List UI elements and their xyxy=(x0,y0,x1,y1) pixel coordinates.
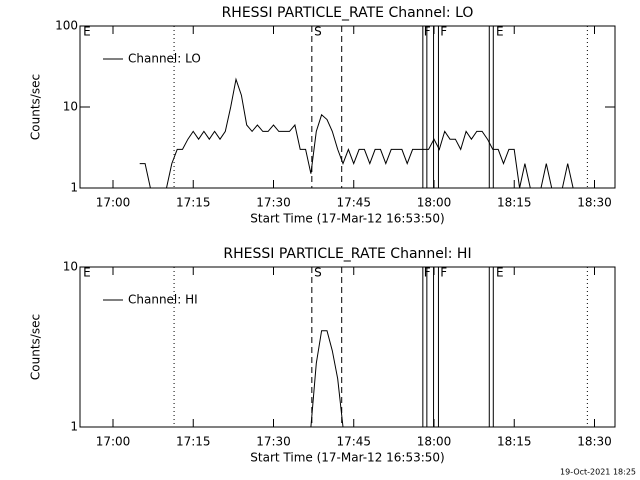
y-axis-label: Counts/sec xyxy=(29,74,43,140)
y-tick-label: 1 xyxy=(70,420,78,434)
footer: 19-Oct-2021 18:25 xyxy=(560,468,636,477)
event-label: F xyxy=(440,25,447,39)
event-label: E xyxy=(496,266,504,280)
x-tick-label: 18:00 xyxy=(417,435,452,449)
event-label: F xyxy=(424,266,431,280)
chart-title: RHESSI PARTICLE_RATE Channel: LO xyxy=(222,5,474,21)
x-tick-label: 17:00 xyxy=(96,435,131,449)
x-tick-label: 18:30 xyxy=(577,435,612,449)
y-tick-label: 100 xyxy=(55,19,78,33)
legend-label: Channel: HI xyxy=(128,293,198,307)
x-tick-label: 17:00 xyxy=(96,196,131,210)
x-tick-label: 18:15 xyxy=(497,196,532,210)
chart-title: RHESSI PARTICLE_RATE Channel: HI xyxy=(223,246,471,262)
x-axis-label: Start Time (17-Mar-12 16:53:50) xyxy=(250,451,444,465)
x-tick-label: 17:45 xyxy=(336,435,371,449)
plot-frame xyxy=(79,266,616,428)
x-tick-label: 17:15 xyxy=(176,196,211,210)
y-axis-label: Counts/sec xyxy=(29,314,43,380)
event-label: F xyxy=(424,25,431,39)
y-tick-label: 1 xyxy=(70,181,78,195)
x-tick-label: 18:30 xyxy=(577,196,612,210)
y-tick-label: 10 xyxy=(63,100,78,114)
event-label: E xyxy=(83,266,91,280)
x-tick-label: 17:30 xyxy=(256,196,291,210)
legend-label: Channel: LO xyxy=(128,52,201,66)
event-label: E xyxy=(83,25,91,39)
x-axis-label: Start Time (17-Mar-12 16:53:50) xyxy=(250,212,444,226)
x-tick-label: 17:30 xyxy=(256,435,291,449)
event-label: S xyxy=(314,25,322,39)
x-tick-label: 18:15 xyxy=(497,435,532,449)
series-line xyxy=(139,77,574,189)
event-label: F xyxy=(440,266,447,280)
series-line xyxy=(310,330,344,428)
x-tick-label: 17:15 xyxy=(176,435,211,449)
y-tick-label: 10 xyxy=(63,260,78,274)
event-label: S xyxy=(314,266,322,280)
event-label: E xyxy=(496,25,504,39)
x-tick-label: 17:45 xyxy=(336,196,371,210)
x-tick-label: 18:00 xyxy=(417,196,452,210)
